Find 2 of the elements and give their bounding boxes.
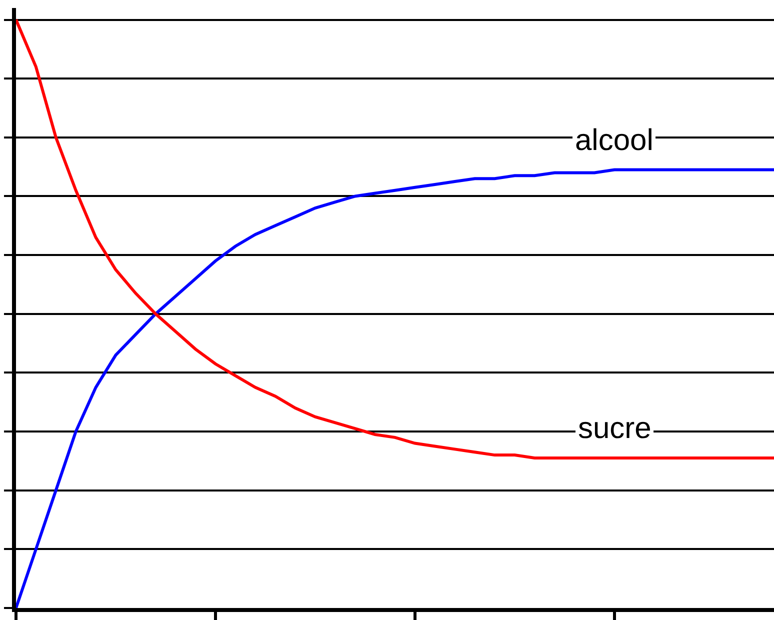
series-label: sucre [578, 412, 652, 445]
series-label: alcool [575, 124, 654, 157]
